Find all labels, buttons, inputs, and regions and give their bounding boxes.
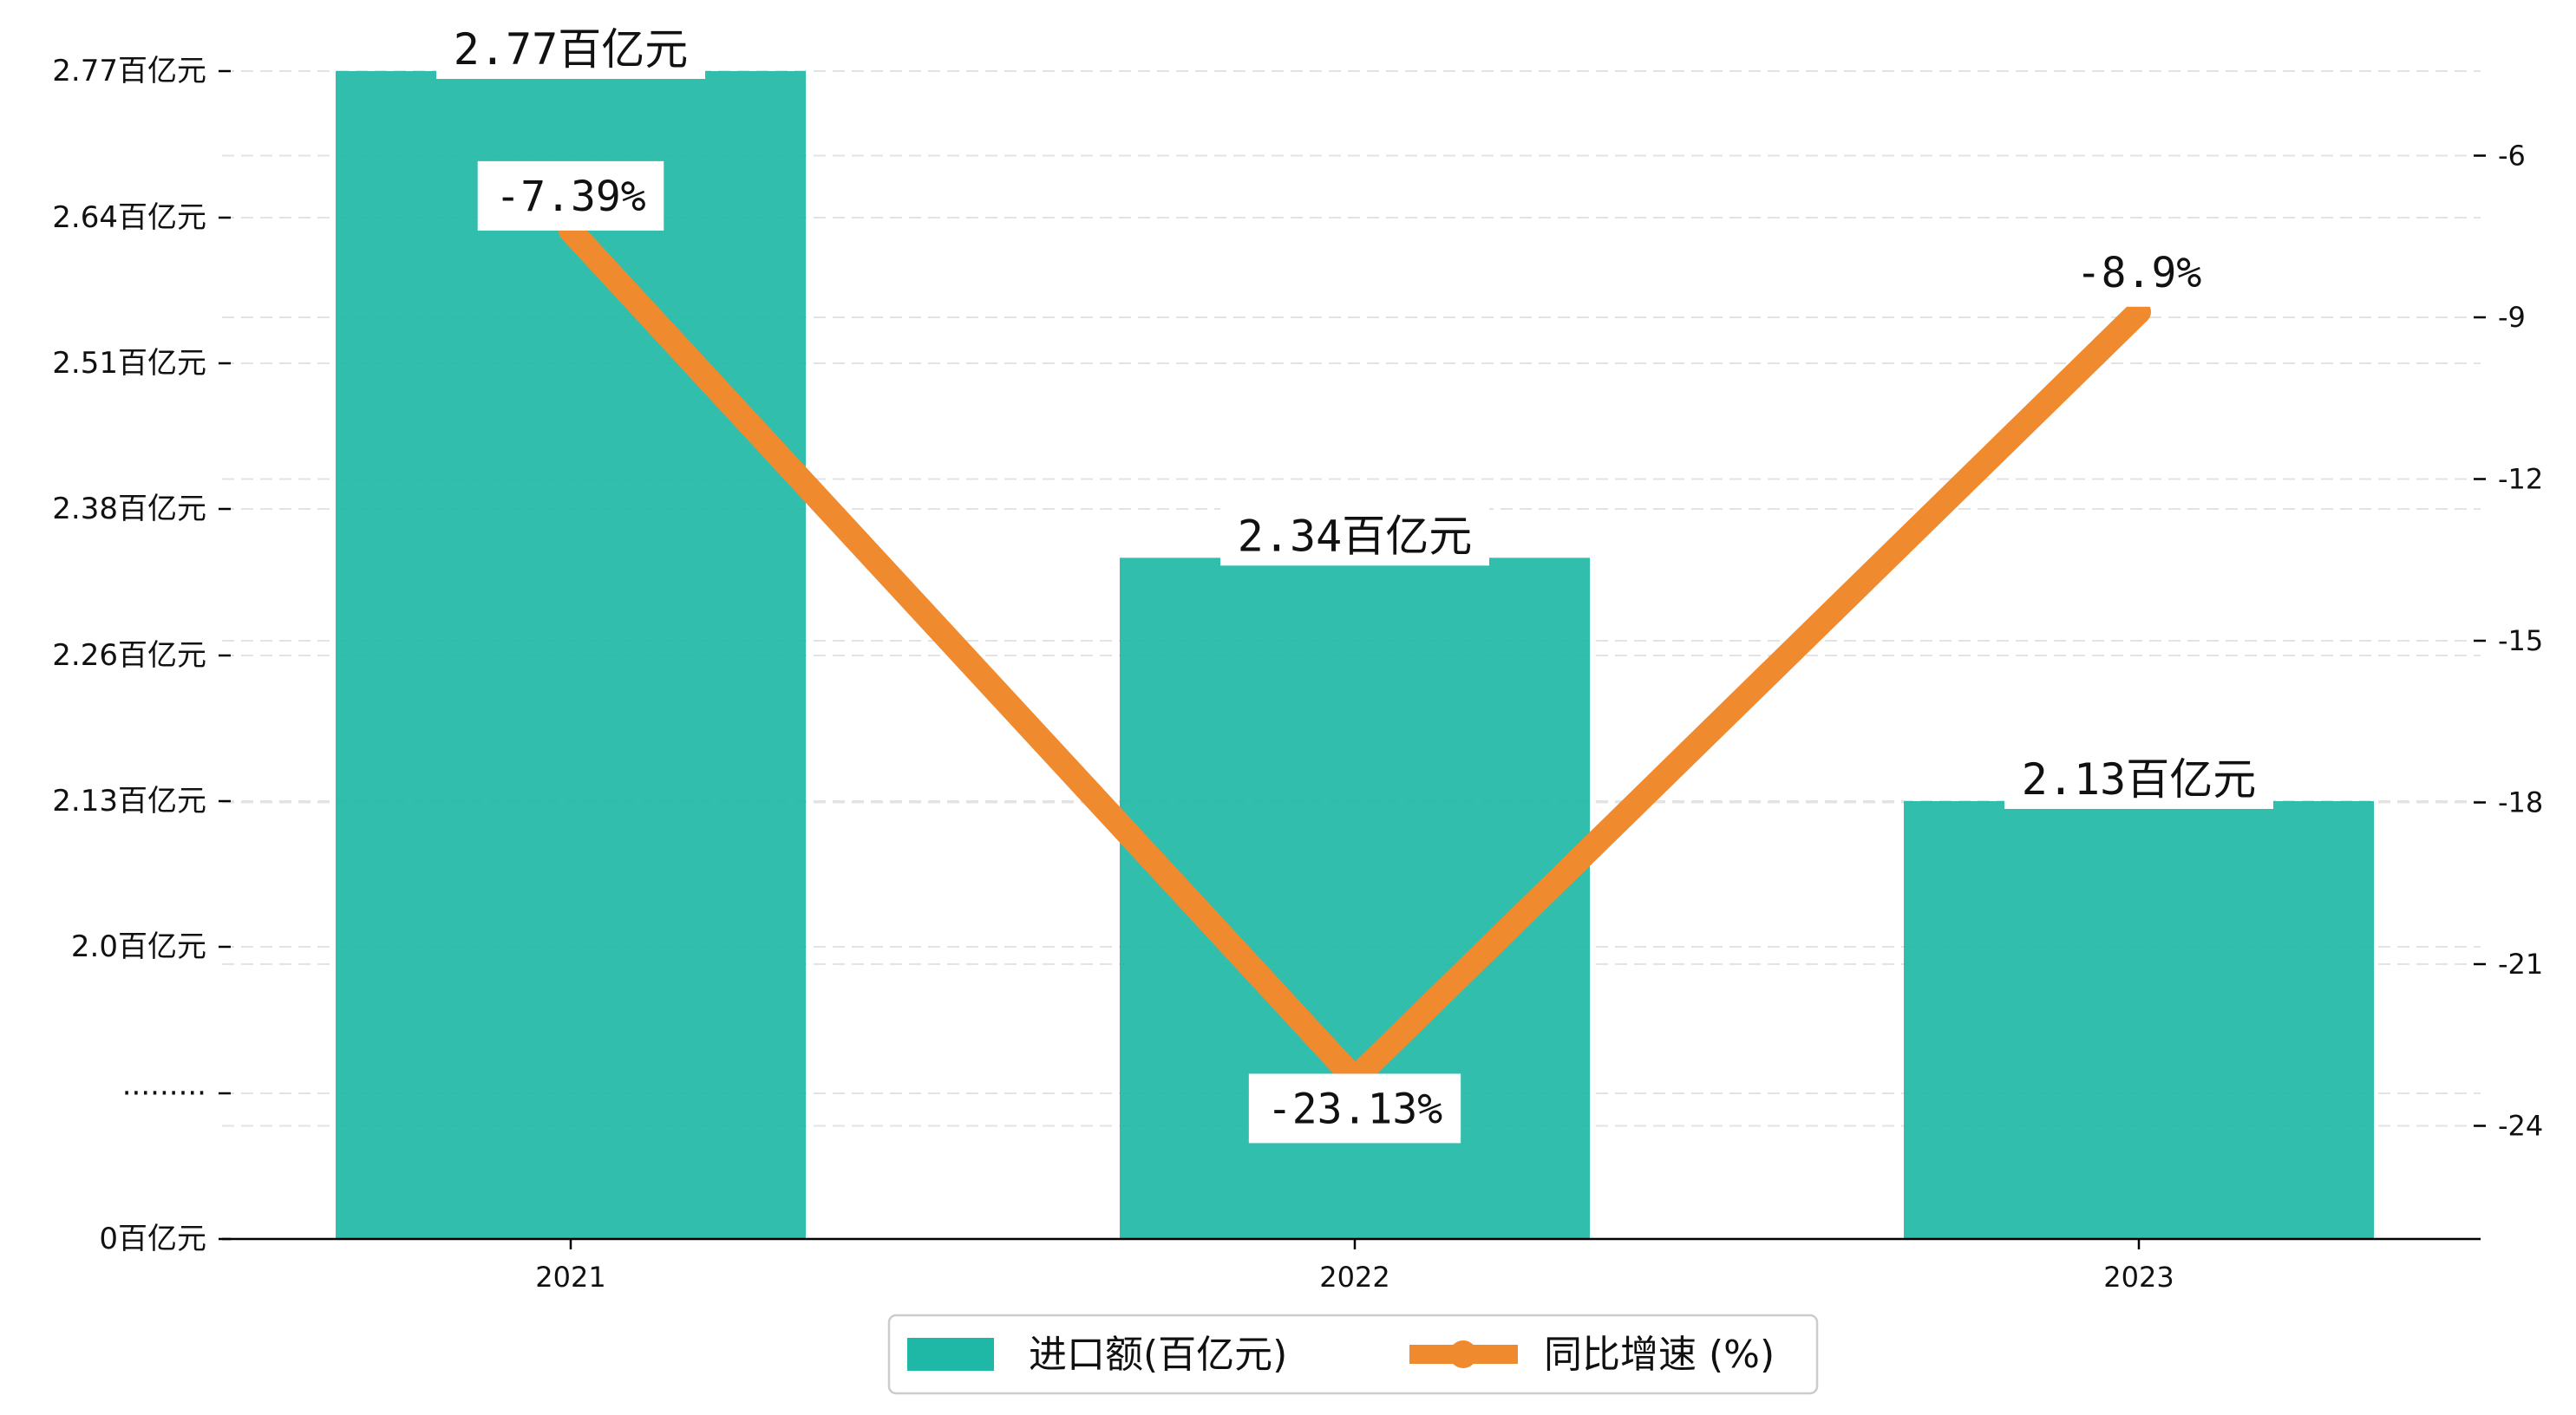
x-tick-label-2023: 2023 xyxy=(2103,1261,2174,1294)
y-left-tick-label: 2.0百亿元 xyxy=(71,929,206,964)
x-tick-label-2021: 2021 xyxy=(535,1261,605,1294)
y-left-tick-label: ········· xyxy=(122,1076,206,1111)
growth-label-2023: -8.9% xyxy=(2074,237,2204,307)
bar-label-2023-text: 2.13百亿元 xyxy=(2022,754,2256,805)
bar-label-2023: 2.13百亿元 xyxy=(2004,748,2273,809)
y-right-tick-label: -15 xyxy=(2498,624,2543,657)
y-right-tick-label: -24 xyxy=(2498,1110,2543,1143)
legend[interactable]: 进口额(百亿元) 同比增速 (%) xyxy=(887,1314,1819,1395)
legend-marker-line xyxy=(1449,1340,1477,1368)
bar-label-2023-bg xyxy=(2004,748,2273,809)
y-right-tick-label: -12 xyxy=(2498,463,2543,496)
y-right-tick-label: -9 xyxy=(2498,301,2526,334)
growth-label-2021: -7.39% xyxy=(477,160,664,231)
y-left-tick-label: 2.64百亿元 xyxy=(52,200,206,235)
growth-label-2021-text: -7.39% xyxy=(495,173,645,221)
y-left-tick-label: 0百亿元 xyxy=(99,1222,206,1256)
growth-label-2022-bg xyxy=(1248,1073,1461,1144)
growth-label-2022: -23.13% xyxy=(1248,1073,1461,1144)
legend-label-bar: 进口额(百亿元) xyxy=(1029,1333,1287,1377)
y-left-tick-label: 2.13百亿元 xyxy=(52,784,206,818)
y-right-tick-label: -21 xyxy=(2498,948,2543,981)
legend-frame xyxy=(887,1314,1819,1395)
data-labels: 2.77百亿元 2.34百亿元 2.13百亿元 -7.39% -23.13% -8.9% xyxy=(436,18,2273,1144)
y-right-tick-label: -18 xyxy=(2498,786,2543,819)
y-right-tick-label: -6 xyxy=(2498,140,2526,173)
bar-label-2021: 2.77百亿元 xyxy=(436,18,705,79)
growth-label-2022-text: -23.13% xyxy=(1267,1086,1442,1134)
y-left-tick-label: 2.77百亿元 xyxy=(52,54,206,88)
legend-label-line: 同比增速 (%) xyxy=(1544,1333,1775,1377)
axes: 0百亿元 ········· 2.0百亿元 2.13百亿元 2.26百亿元 2.38百亿元… xyxy=(52,54,2543,1294)
y-left-tick-label: 2.51百亿元 xyxy=(52,346,206,381)
legend-box[interactable]: 进口额(百亿元) 同比增速 (%) xyxy=(887,1314,1819,1395)
bar-label-2021-text: 2.77百亿元 xyxy=(454,24,688,75)
x-tick-label-2022: 2022 xyxy=(1319,1261,1389,1294)
bar-label-2022-text: 2.34百亿元 xyxy=(1238,511,1472,561)
bar-label-2021-bg xyxy=(436,18,705,79)
growth-label-2021-bg xyxy=(477,160,664,231)
bar-2023 xyxy=(1904,801,2374,1239)
bar-2021 xyxy=(336,71,806,1239)
growth-label-2023-text: -8.9% xyxy=(2076,249,2202,297)
y-left-tick-label: 2.38百亿元 xyxy=(52,492,206,526)
legend-swatch-bar xyxy=(907,1338,994,1371)
bar-label-2022-bg xyxy=(1220,505,1489,566)
bar-label-2022: 2.34百亿元 xyxy=(1220,505,1489,566)
growth-label-2023-bg xyxy=(2074,237,2204,307)
y-left-tick-label: 2.26百亿元 xyxy=(52,638,206,673)
